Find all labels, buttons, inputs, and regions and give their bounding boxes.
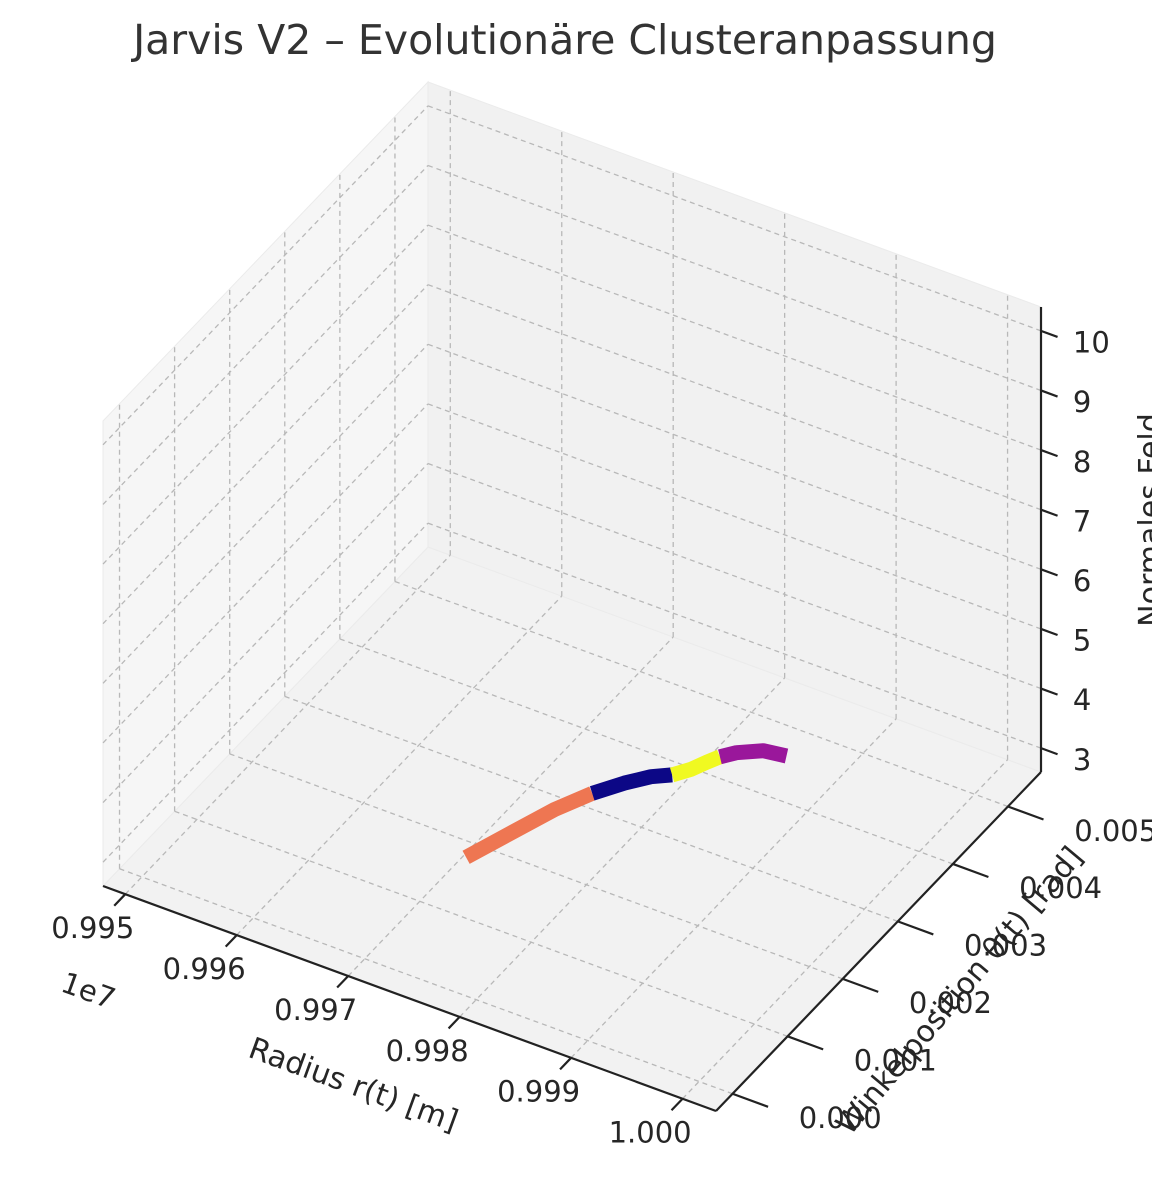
y-tick-label: 0.002 — [909, 986, 992, 1020]
z-tick-mark — [1040, 449, 1058, 458]
grid-line-y-floor — [284, 695, 899, 923]
grid-line-z-left — [102, 343, 429, 684]
z-tick-label: 4 — [1073, 683, 1091, 717]
x-axis-offset-text: 1e7 — [57, 965, 120, 1016]
z-tick-label: 9 — [1073, 385, 1091, 419]
grid-line-x-floor — [347, 636, 674, 977]
x-tick-mark — [224, 934, 238, 948]
z-tick-mark — [1040, 389, 1058, 398]
y-axis-line — [715, 771, 1042, 1112]
series-2-line — [589, 767, 673, 801]
x-tick-mark — [447, 1016, 461, 1030]
z-tick-mark — [1040, 687, 1058, 696]
grid-line-z-back — [427, 343, 1042, 570]
grid-line-z-back — [427, 224, 1042, 451]
y-tick-label: 0.003 — [964, 929, 1047, 963]
grid-line-z-left — [102, 105, 429, 446]
grid-line-z-back — [427, 522, 1042, 749]
y-tick-mark — [1007, 805, 1044, 821]
series-3-line — [669, 749, 723, 783]
y-tick-mark — [842, 977, 879, 993]
grid-line-z-left — [102, 522, 429, 863]
grid-line-z-back — [427, 105, 1042, 332]
y-tick-mark — [897, 920, 934, 936]
grid-line-x-floor — [236, 595, 563, 936]
x-tick-label: 0.996 — [163, 952, 246, 986]
y-tick-label: 0.005 — [1074, 814, 1152, 848]
x-tick-label: 0.995 — [51, 911, 134, 945]
x-tick-mark — [113, 893, 127, 907]
grid-line-y-floor — [394, 580, 1009, 808]
grid-line-z-left — [102, 284, 429, 625]
grid-line-x-floor — [682, 759, 1009, 1100]
y-tick-mark — [787, 1035, 824, 1051]
grid-line-x-floor — [570, 718, 897, 1059]
grid-line-z-left — [102, 463, 429, 803]
chart-title: Jarvis V2 – Evolutionäre Clusteranpassun… — [130, 16, 997, 64]
grid-line-z-left — [102, 165, 429, 505]
z-tick-mark — [1040, 747, 1058, 756]
y-tick-label: 0.000 — [799, 1101, 882, 1135]
z-tick-mark — [1040, 329, 1058, 338]
grid-line-y-floor — [339, 638, 954, 865]
grid-line-x-floor — [124, 554, 451, 895]
z-tick-label: 3 — [1073, 743, 1091, 777]
x-tick-label: 0.997 — [274, 993, 357, 1027]
grid-line-z-back — [427, 462, 1042, 690]
z-tick-label: 8 — [1073, 445, 1091, 479]
x-tick-mark — [670, 1097, 684, 1112]
data-layer — [462, 743, 789, 864]
x-tick-label: 0.998 — [386, 1034, 469, 1068]
grid-line-x-floor — [459, 677, 786, 1018]
x-tick-label: 0.999 — [497, 1075, 580, 1109]
series-1-line — [462, 786, 596, 864]
z-tick-label: 10 — [1073, 326, 1110, 360]
x-tick-mark — [336, 975, 349, 989]
axis-panes — [102, 80, 1042, 1112]
series-4-line — [718, 743, 789, 765]
y-tick-mark — [732, 1092, 769, 1108]
grid-line-z-back — [427, 284, 1042, 511]
z-tick-label: 5 — [1073, 624, 1091, 658]
y-tick-label: 0.004 — [1019, 871, 1102, 905]
grid-line-y-floor — [229, 753, 843, 980]
grid-lines — [102, 90, 1042, 1100]
grid-line-z-back — [427, 164, 1042, 392]
y-tick-mark — [952, 862, 989, 879]
z-tick-mark — [1040, 568, 1058, 577]
grid-line-z-left — [102, 224, 429, 565]
z-tick-label: 7 — [1073, 504, 1091, 538]
grid-line-y-floor — [119, 868, 733, 1095]
z-tick-mark — [1040, 508, 1058, 517]
x-tick-label: 1.000 — [609, 1116, 692, 1150]
grid-line-y-floor — [174, 810, 788, 1037]
grid-line-z-back — [427, 403, 1042, 630]
axes: 0.995 0.996 0.997 0.998 0.999 1.000 0.000 0.001… — [51, 307, 1152, 1150]
z-tick-mark — [1040, 627, 1058, 637]
y-tick-label: 0.001 — [854, 1044, 937, 1078]
x-tick-mark — [559, 1057, 572, 1071]
z-tick-label: 6 — [1073, 564, 1091, 598]
x-axis-line — [102, 884, 717, 1113]
z-axis-label: Normales Feld — [1133, 413, 1152, 627]
grid-line-z-left — [102, 403, 429, 744]
